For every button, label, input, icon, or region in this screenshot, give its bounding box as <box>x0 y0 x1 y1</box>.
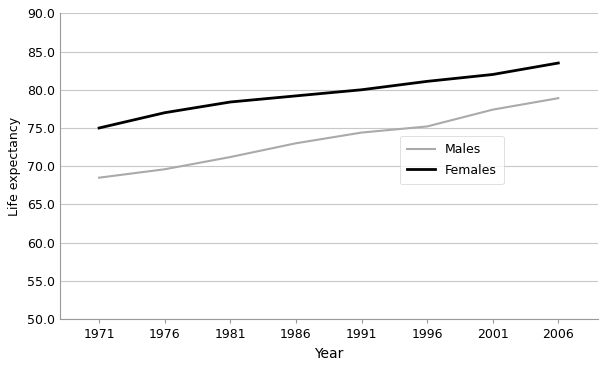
Y-axis label: Life expectancy: Life expectancy <box>8 117 21 216</box>
Females <box>489 72 496 77</box>
Females <box>227 100 234 104</box>
Females <box>96 126 103 130</box>
Males <box>554 96 562 100</box>
Line: Females: Females <box>99 63 558 128</box>
Males <box>96 176 103 180</box>
Legend: Males, Females: Males, Females <box>399 136 504 184</box>
X-axis label: Year: Year <box>314 346 344 361</box>
Females <box>292 94 299 98</box>
Females <box>424 79 431 83</box>
Males <box>489 107 496 112</box>
Females <box>358 87 365 92</box>
Males <box>161 167 168 172</box>
Males <box>358 130 365 135</box>
Females <box>161 110 168 115</box>
Females <box>554 61 562 65</box>
Males <box>292 141 299 145</box>
Line: Males: Males <box>99 98 558 178</box>
Males <box>424 124 431 129</box>
Males <box>227 155 234 159</box>
